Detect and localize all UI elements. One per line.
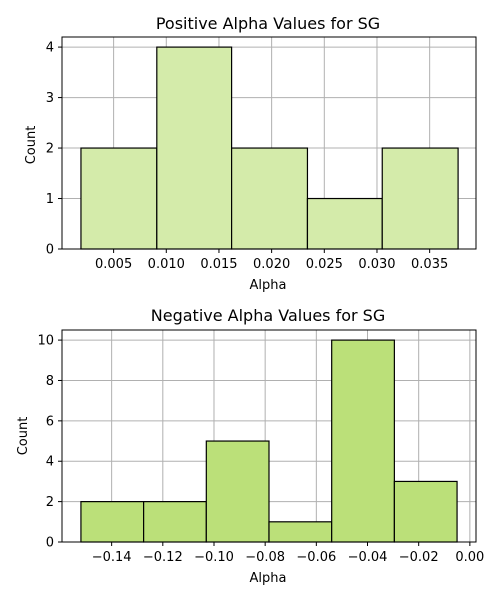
plot-frame — [61, 329, 477, 543]
x-tick-label: −0.06 — [296, 550, 336, 565]
bars — [80, 46, 459, 250]
histogram-bar — [80, 147, 158, 250]
histogram-bar — [156, 46, 233, 250]
negative-alpha-chart: Negative Alpha Values for SG Alpha Count… — [16, 306, 484, 586]
x-tick-label: −0.12 — [143, 550, 183, 565]
y-tick-label: 4 — [46, 455, 54, 470]
y-tick-label: 1 — [46, 192, 54, 207]
histogram-bar — [205, 440, 270, 543]
y-axis-label: Count — [16, 417, 31, 456]
x-axis-label: Alpha — [250, 278, 287, 293]
x-tick-label: 0.00 — [455, 550, 484, 565]
x-tick-label: 0.010 — [148, 257, 185, 272]
x-axis-label: Alpha — [250, 571, 287, 586]
histogram-bar — [231, 147, 309, 250]
histogram-bar — [143, 501, 207, 543]
chart-title: Positive Alpha Values for SG — [156, 14, 380, 33]
x-tick-label: 0.025 — [306, 257, 343, 272]
y-tick-label: 10 — [37, 334, 54, 349]
y-axis-label: Count — [24, 126, 39, 165]
y-tick-label: 2 — [46, 495, 54, 510]
histogram-bar — [331, 339, 395, 543]
y-tick-label: 6 — [46, 414, 54, 429]
y-tick-label: 8 — [46, 374, 54, 389]
y-tick-label: 4 — [46, 41, 54, 56]
x-tick-label: 0.030 — [358, 257, 395, 272]
x-tick-label: −0.04 — [348, 550, 388, 565]
y-tick-label: 3 — [46, 91, 54, 106]
x-tick-label: 0.005 — [95, 257, 132, 272]
y-tick-label: 0 — [46, 243, 54, 258]
y-tick-label: 0 — [46, 536, 54, 551]
x-tick-label: 0.035 — [411, 257, 448, 272]
x-tick-label: 0.020 — [253, 257, 290, 272]
histogram-bar — [80, 501, 145, 543]
y-tick-label: 2 — [46, 142, 54, 157]
x-tick-label: 0.015 — [200, 257, 237, 272]
positive-alpha-chart: Positive Alpha Values for SG Alpha Count… — [24, 14, 477, 293]
x-tick-label: −0.02 — [399, 550, 439, 565]
x-tick-label: −0.10 — [194, 550, 234, 565]
x-tick-label: −0.08 — [245, 550, 285, 565]
bars — [80, 339, 458, 543]
histogram-bar — [268, 521, 333, 543]
plot-frame — [61, 36, 477, 250]
x-tick-label: −0.14 — [92, 550, 132, 565]
histogram-bar — [393, 480, 458, 543]
histogram-bar — [381, 147, 459, 250]
histogram-bar — [306, 197, 383, 250]
chart-title: Negative Alpha Values for SG — [151, 306, 385, 325]
